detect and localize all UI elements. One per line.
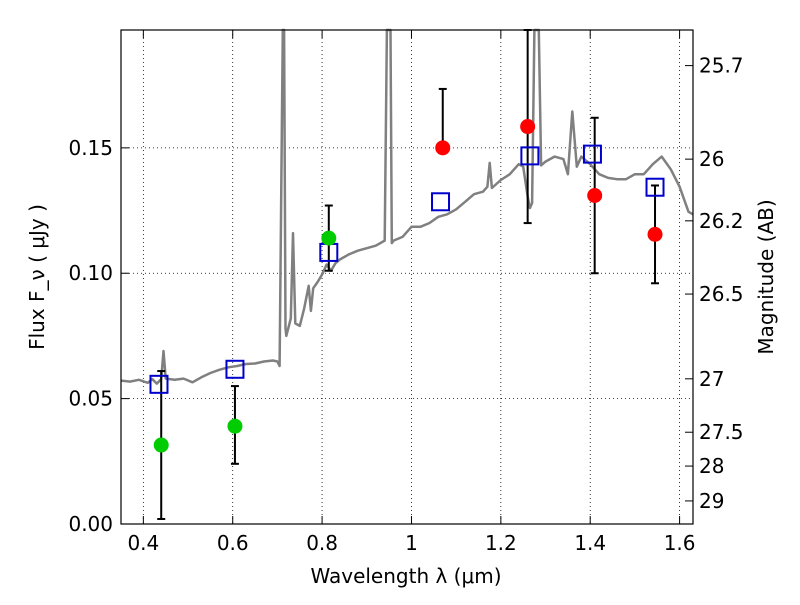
spectrum-layer xyxy=(120,28,694,385)
grid-lines xyxy=(121,30,693,524)
y2-tick-label-0: 25.7 xyxy=(699,54,744,78)
axis-ticks: 0.4 0.6 0.8 1 1.2 1.4 1.6 0.00 0.05 0.10 0.15 25.7 2… xyxy=(68,30,744,555)
model-square-0 xyxy=(149,374,169,394)
y2-tick-label-3: 26.5 xyxy=(699,282,744,306)
x-tick-label-1: 0.6 xyxy=(217,531,249,555)
data-point-3-3 xyxy=(647,226,663,242)
y2-tick-label-7: 29 xyxy=(699,489,724,513)
data-point-2-1 xyxy=(227,418,243,434)
y-tick-label-0: 0.00 xyxy=(68,512,113,536)
data-point-2-2 xyxy=(321,230,337,246)
x-tick-label-6: 1.6 xyxy=(664,531,696,555)
x-tick-label-0: 0.4 xyxy=(127,531,159,555)
y2-tick-label-6: 28 xyxy=(699,454,724,478)
model-square-4 xyxy=(520,146,540,166)
marker-layer xyxy=(149,119,665,453)
y-tick-label-3: 0.15 xyxy=(68,136,113,160)
y2-tick-label-4: 27 xyxy=(699,367,724,391)
data-point-3-0 xyxy=(435,140,451,156)
y-tick-label-2: 0.10 xyxy=(68,261,113,285)
y-tick-label-1: 0.05 xyxy=(68,387,113,411)
x-tick-label-2: 0.8 xyxy=(306,531,338,555)
model-square-3 xyxy=(431,192,451,212)
model-square-5 xyxy=(582,144,602,164)
y2-axis-label: Magnitude (AB) xyxy=(754,199,778,354)
y2-tick-label-1: 26 xyxy=(699,147,724,171)
y2-tick-label-5: 27.5 xyxy=(699,420,744,444)
model-square-6 xyxy=(645,177,665,197)
data-point-2-0 xyxy=(153,437,169,453)
x-tick-label-5: 1.4 xyxy=(574,531,606,555)
spectrum-line xyxy=(120,28,694,385)
y2-tick-label-2: 26.2 xyxy=(699,209,744,233)
data-point-3-1 xyxy=(520,119,536,135)
x-tick-label-3: 1 xyxy=(405,531,418,555)
model-square-1 xyxy=(225,359,245,379)
y-axis-label: Flux F_ν ( μJy ) xyxy=(25,204,49,350)
plot-frame xyxy=(120,29,694,525)
x-axis-label: Wavelength λ (μm) xyxy=(310,564,501,588)
x-tick-label-4: 1.2 xyxy=(485,531,517,555)
data-point-3-2 xyxy=(587,188,603,204)
